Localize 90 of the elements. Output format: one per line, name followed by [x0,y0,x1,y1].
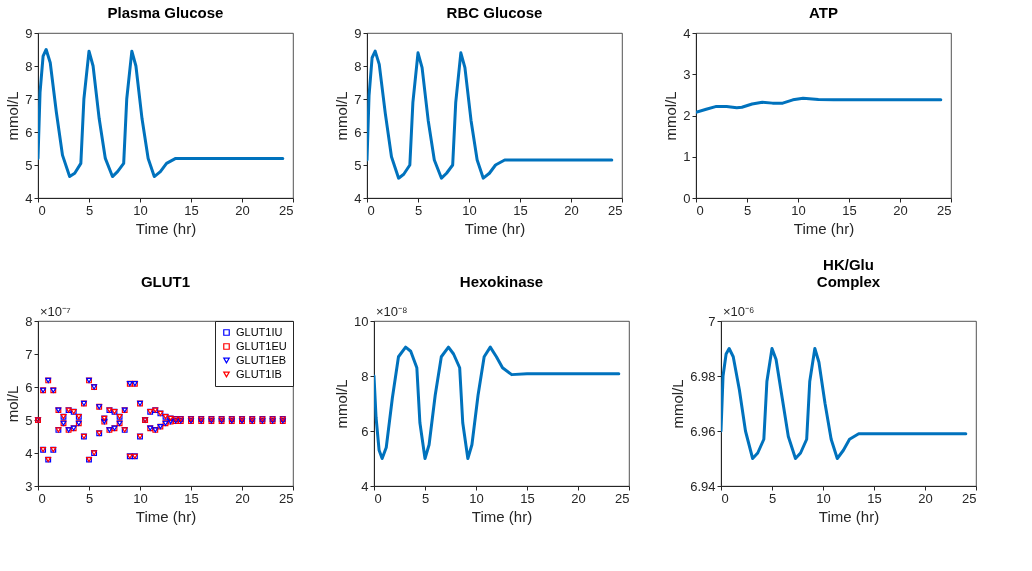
y-axis-title: mmol/L [333,379,351,429]
y-tick-label: 5 [25,157,33,173]
y-tick-label: 2 [683,108,691,123]
x-tick-label: 5 [421,490,430,506]
x-axis-title: Time (hr) [793,219,855,237]
x-tick-label: 25 [279,490,294,506]
y-tick-label: 8 [25,58,33,74]
x-tick-label: 20 [235,202,250,218]
x-tick-label: 20 [893,202,908,218]
x-tick-label: 15 [842,202,857,218]
legend-label: GLUT1EU [236,339,287,352]
x-axis-title: Time (hr) [818,507,880,525]
y-tick-label: 6.96 [690,423,716,439]
y-tick-label: 3 [25,478,33,494]
x-tick-label: 25 [937,202,952,218]
x-tick-label: 5 [85,490,94,506]
x-axis-title: Time (hr) [135,507,197,525]
y-tick-label: 6.98 [690,368,716,384]
x-tick-label: 0 [721,490,729,506]
x-tick-label: 25 [608,202,623,218]
x-tick-label: 10 [133,202,148,218]
x-tick-label: 5 [414,202,423,218]
legend-label: GLUT1IB [236,367,282,380]
y-axis-title: mmol/L [669,379,687,429]
x-axis-title: Time (hr) [471,507,533,525]
y-tick-label: 4 [25,190,33,206]
x-tick-label: 15 [520,490,535,506]
x-tick-label: 20 [564,202,579,218]
chart-title: Plasma Glucose [107,4,224,21]
y-tick-label: 8 [25,313,33,329]
y-tick-label: 9 [25,25,33,41]
y-tick-label: 6.94 [690,478,716,494]
y-tick-label: 6 [25,379,33,395]
text: ×10⁻⁸ [376,304,408,319]
y-tick-label: 8 [361,368,369,384]
y-tick-label: 7 [25,346,33,362]
x-tick-label: 15 [184,490,199,506]
x-tick-label: 20 [235,490,250,506]
x-tick-label: 0 [38,202,46,218]
y-tick-label: 5 [354,157,362,173]
y-axis-title: mmol/L [662,91,680,141]
y-tick-label: 9 [354,25,362,41]
x-axis-title: Time (hr) [135,219,197,237]
x-tick-label: 10 [462,202,477,218]
chart-title: GLUT1 [140,273,191,290]
x-tick-label: 5 [85,202,94,218]
y-tick-label: 3 [683,66,691,82]
legend-label: GLUT1IU [236,325,283,338]
x-tick-label: 10 [469,490,484,506]
x-tick-label: 15 [867,490,882,506]
x-tick-label: 5 [768,490,777,506]
chart-title: ATP [809,4,838,21]
x-tick-label: 10 [791,202,806,218]
x-tick-label: 0 [38,490,46,506]
y-tick-label: 6 [25,124,33,140]
x-tick-label: 15 [513,202,528,218]
y-tick-label: 5 [25,412,33,428]
chart-title: Hexokinase [459,273,544,290]
y-axis-title: mmol/L [333,91,351,141]
x-tick-label: 5 [743,202,752,218]
x-tick-label: 20 [918,490,933,506]
y-tick-label: 6 [361,423,369,439]
text: ×10⁻⁶ [723,304,755,319]
y-tick-label: 7 [354,91,362,107]
x-tick-label: 10 [133,490,148,506]
y-tick-label: 10 [354,313,369,329]
y-tick-label: 4 [683,25,691,41]
y-tick-label: 4 [361,478,369,494]
y-tick-label: 7 [708,313,716,329]
y-tick-label: 4 [25,445,33,461]
x-tick-label: 20 [571,490,586,506]
chart-title: RBC Glucose [446,4,543,21]
y-tick-label: 0 [683,190,691,206]
chart-title: HK/Glu Complex [816,256,881,290]
y-tick-label: 4 [354,190,362,206]
y-tick-label: 1 [683,149,691,165]
y-tick-label: 6 [354,124,362,140]
x-tick-label: 25 [615,490,630,506]
y-axis-title: mol/L [4,385,22,423]
x-tick-label: 0 [374,490,382,506]
x-tick-label: 25 [279,202,294,218]
x-axis-title: Time (hr) [464,219,526,237]
text: ×10⁻⁷ [40,304,72,319]
y-tick-label: 7 [25,91,33,107]
x-tick-label: 10 [816,490,831,506]
legend-label: GLUT1EB [236,353,287,366]
x-tick-label: 15 [184,202,199,218]
x-tick-label: 25 [962,490,977,506]
y-axis-title: mmol/L [4,91,22,141]
y-tick-label: 8 [354,58,362,74]
